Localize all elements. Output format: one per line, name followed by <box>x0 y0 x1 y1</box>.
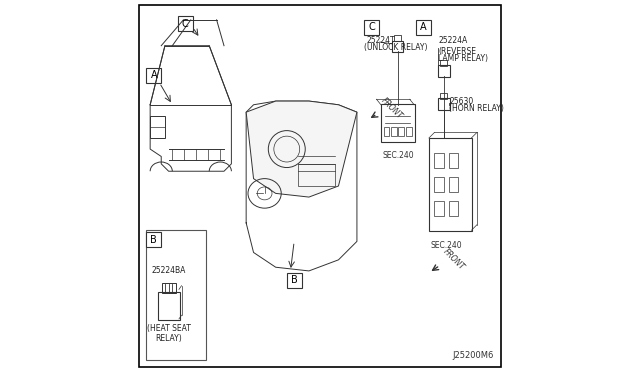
Bar <box>449 201 458 215</box>
Text: 25224T: 25224T <box>366 36 395 45</box>
Text: 25224A: 25224A <box>438 36 467 45</box>
Text: (HEAT SEAT
RELAY): (HEAT SEAT RELAY) <box>147 324 191 343</box>
Polygon shape <box>246 101 357 197</box>
Text: 25224BA: 25224BA <box>152 266 186 275</box>
Text: FRONT: FRONT <box>379 96 404 121</box>
Bar <box>398 127 404 136</box>
FancyBboxPatch shape <box>416 20 431 35</box>
Bar <box>150 116 165 138</box>
FancyBboxPatch shape <box>287 273 301 288</box>
Text: A: A <box>420 22 427 32</box>
Bar <box>435 201 444 215</box>
Bar <box>435 177 444 192</box>
Text: FRONT: FRONT <box>442 247 467 272</box>
Text: LAMP RELAY): LAMP RELAY) <box>438 54 488 63</box>
Bar <box>449 153 458 167</box>
Text: A: A <box>150 70 157 80</box>
Bar <box>435 153 444 167</box>
Text: (HORN RELAY): (HORN RELAY) <box>449 104 504 113</box>
Text: (UNLOCK RELAY): (UNLOCK RELAY) <box>364 43 428 52</box>
Text: B: B <box>291 275 298 285</box>
Text: 25630: 25630 <box>449 97 474 106</box>
Bar <box>147 230 205 359</box>
FancyBboxPatch shape <box>147 68 161 83</box>
Text: SEC.240: SEC.240 <box>383 151 414 160</box>
Bar <box>383 127 389 136</box>
Text: SEC.240: SEC.240 <box>431 241 462 250</box>
Text: J25200M6: J25200M6 <box>452 350 493 359</box>
FancyBboxPatch shape <box>364 20 379 35</box>
FancyBboxPatch shape <box>178 16 193 31</box>
FancyBboxPatch shape <box>147 232 161 247</box>
Text: (REVERSE: (REVERSE <box>438 47 476 56</box>
Text: C: C <box>368 22 375 32</box>
Bar <box>298 164 335 186</box>
Text: B: B <box>150 234 157 244</box>
Text: C: C <box>182 19 189 29</box>
Bar <box>391 127 397 136</box>
Bar <box>449 177 458 192</box>
Bar <box>406 127 412 136</box>
